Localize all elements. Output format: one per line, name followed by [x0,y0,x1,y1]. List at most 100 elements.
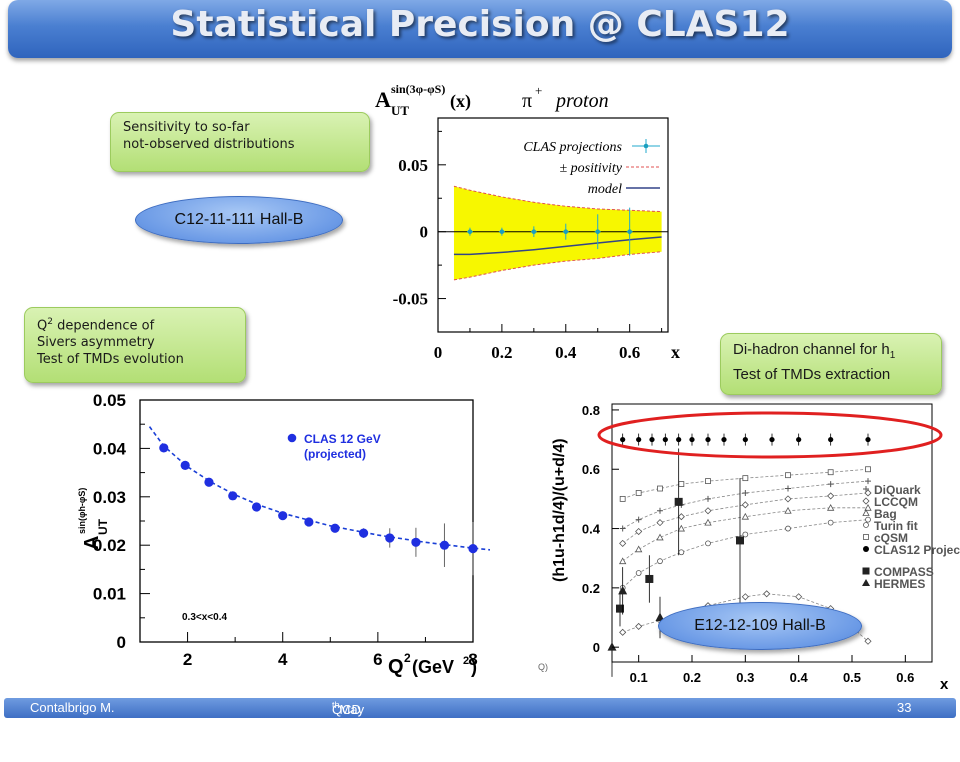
chart1-ylabel-main: A [375,87,391,112]
chart3-point-lccqm-low [795,593,803,601]
chart3-point-cqsm [657,485,663,492]
chart3-xtick-label: 0.6 [896,670,914,685]
chart1-point [563,229,569,234]
chart3-point-lccqm-low [741,593,749,601]
chart2-ytick-label: 0.01 [93,585,126,604]
chart3-point-turin-fit [635,570,642,576]
chart2-ylabel-sub: UT [96,518,110,535]
chart2-xlabel-unit: (GeV [412,657,454,677]
chart1-xtick-label: 0.2 [491,343,512,362]
footer-event-post: May 2013, JLab [339,702,373,747]
chart3-legend-label: DiQuark [874,483,921,497]
chart3-point-lccqm [741,501,749,509]
chart3-stray-label: Q) [538,662,548,672]
chart2-point [468,543,478,554]
chart3-hermes-point [618,585,628,595]
chart3-ytick-label: 0 [593,640,600,655]
chart3-legend-marker [862,567,870,575]
chart2-point [180,460,190,470]
chart3-clas-point [636,436,642,443]
chart3-point-cqsm [827,469,834,476]
chart3-clas-point [828,436,834,443]
chart3-legend-label: CLAS12 Projected [874,543,960,557]
callout-dihadron-line-1-text: Di-hadron channel for h [733,341,890,358]
chart2-legend-note: (projected) [304,447,366,461]
callout-q2-prefix: Q [37,318,48,334]
chart3-legend-marker [863,486,869,492]
chart3-clas-point [620,436,626,443]
chart1-ytick-label: 0 [420,223,429,242]
chart2-xlabel-sup: 2 [404,651,411,665]
chart2-point [204,477,214,487]
chart3-point-lccqm-low [864,637,872,645]
callout-sensitivity-line-1: Sensitivity to so-far [123,120,250,135]
chart3-compass-point [645,574,654,583]
chart3-point-cqsm [678,481,685,487]
chart1-point [467,229,473,234]
chart1-point [499,229,505,234]
chart3-point-lccqm [656,519,664,527]
chart3-xtick-label: 0.2 [683,670,701,685]
footer-bar: Contalbrigo M. QCD Evolution Workshop, 7… [4,698,956,762]
chart2-ytick-label: 0.05 [93,391,126,410]
chart1-target: proton [554,90,609,112]
proposal-oval-c12-11-111: C12-11-111 Hall-B [135,196,343,244]
chart3-legend-label: Bag [874,507,897,521]
chart3-point-turin-fit [827,519,834,526]
chart1-xlabel: x [671,342,680,362]
chart2-legend-label: CLAS 12 GeV [304,432,381,446]
callout-q2-line-2: Sivers asymmetry [37,335,155,351]
chart3-clas-point [689,436,695,443]
chart3-point-lccqm [704,507,712,515]
chart1-model-curve [453,236,662,256]
chart3-point-bag [618,557,627,565]
chart3-clas-point [796,436,802,443]
chart1-particle-sup: + [535,83,542,98]
chart2-xlabel-sup2: 2 [463,655,469,667]
chart3-xtick-label: 0.5 [843,670,861,685]
chart3-compass-point [616,604,624,613]
chart3-legend-label: LCCQM [874,495,918,509]
callout-sensitivity: Sensitivity to so-far not-observed distr… [110,112,370,172]
chart2-ylabel: AUT sin(φh-φS) [77,488,110,550]
chart-sin3phi-proton: A UT sin(3φ-φS) (x) π + proton 0.05 0 -0.0… [375,82,680,362]
chart2-ytick-label: 0.03 [93,488,126,507]
chart1-point [595,229,601,234]
chart1-ytick-label: 0.05 [398,156,428,175]
chart3-point-turin-fit [705,540,711,547]
chart3-point-bag [677,524,686,532]
chart3-clas-point [649,436,655,443]
chart3-xlabel: x [940,676,949,693]
chart2-ytick-label: 0 [117,633,126,652]
chart3-point-cqsm [865,466,871,473]
chart3-point-bag [784,506,792,514]
callout-q2-dependence: Q2 dependence of Sivers asymmetry Test o… [24,307,246,383]
chart3-point-diquark [865,478,871,485]
chart3-ylabel-text: (h1u-h1d/4)/(u+d/4) [551,438,568,582]
chart3-point-bag [826,503,835,511]
chart2-xlabel-q: Q [388,656,404,678]
chart3-point-diquark [657,507,663,514]
chart2-point [439,540,450,550]
proposal-oval-e12-12-109: E12-12-109 Hall-B [658,602,862,650]
chart2-xlabel-end: ) [471,657,477,677]
chart3-legend-marker [862,579,870,586]
chart3-clas-point [769,436,775,443]
chart3-point-bag [704,518,712,526]
chart3-point-cqsm [619,495,626,502]
chart3-ytick-label: 0.4 [582,522,601,537]
chart3-legend-label: COMPASS [874,565,934,579]
chart3-legend-label: Turin fit [874,519,918,533]
chart1-ylabel: A UT sin(3φ-φS) (x) π + proton [375,82,609,118]
chart3-point-lccqm [677,513,685,521]
chart3-legend-marker [862,497,870,505]
chart1-legend-model: model [588,182,622,197]
chart3-legend-label: cQSM [874,531,908,545]
chart3-legend-marker [862,509,870,516]
chart1-legend-projections: CLAS projections [523,140,622,155]
chart3-point-lccqm-low [619,628,627,636]
chart3-point-lccqm [827,492,835,500]
chart2-legend-marker [287,433,297,443]
chart2-point [411,537,421,547]
chart1-positivity-lower [453,251,662,281]
